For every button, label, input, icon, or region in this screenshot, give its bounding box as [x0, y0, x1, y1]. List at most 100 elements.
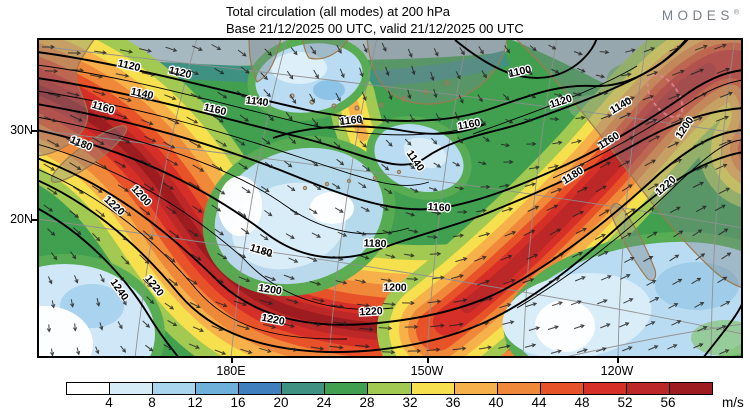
japan: [50, 125, 128, 183]
wind-arrow: [69, 251, 77, 260]
wind-arrow: [547, 325, 560, 330]
wind-arrow: [457, 209, 468, 215]
wind-arrow: [309, 280, 322, 286]
wind-arrow: [595, 185, 607, 193]
wind-arrow: [407, 163, 416, 169]
wind-arrow: [430, 71, 435, 82]
wind-arrow: [600, 114, 612, 120]
wind-arrow: [314, 135, 322, 143]
wind-arrow: [596, 137, 609, 144]
wind-arrow: [187, 277, 198, 285]
wind-arrow: [454, 186, 465, 191]
wind-arrow: [163, 141, 176, 149]
wind-arrow: [667, 141, 680, 148]
wind-arrow: [526, 253, 539, 260]
feature-marker-dashed: [646, 73, 684, 119]
wind-arrow: [285, 111, 293, 121]
wind-arrow: [452, 346, 467, 351]
colorbar-segment: [540, 383, 584, 394]
wind-arrow: [47, 187, 58, 195]
wind-arrow: [551, 301, 563, 307]
colorbar-segment: [325, 383, 369, 394]
wind-arrow: [311, 232, 322, 238]
wind-arrow: [141, 119, 154, 126]
colorbar-segment: [153, 383, 197, 394]
wind-arrow: [646, 71, 659, 77]
wind-arrow: [550, 349, 563, 354]
jet-east: [377, 38, 743, 358]
x-axis-tick: [617, 357, 619, 363]
wind-arrow: [546, 204, 559, 212]
wind-arrow: [669, 206, 681, 214]
wind-arrow: [621, 72, 632, 77]
wind-arrow: [359, 67, 364, 78]
wind-arrow: [332, 183, 341, 189]
wind-arrow: [716, 67, 731, 74]
wind-arrow: [281, 322, 295, 328]
wind-arrow: [669, 45, 682, 52]
wind-arrow: [46, 324, 52, 333]
wind-arrow: [719, 91, 733, 98]
wind-arrow: [168, 229, 180, 239]
wind-arrow: [572, 92, 583, 97]
wind-arrow: [552, 252, 565, 259]
wind-arrow: [66, 92, 80, 97]
wind-arrow: [624, 208, 636, 216]
wind-arrow: [647, 231, 658, 239]
wind-arrow: [238, 162, 249, 170]
wind-arrow: [476, 208, 487, 213]
wind-arrow: [121, 297, 127, 306]
wind-arrow: [259, 347, 272, 353]
wind-arrow: [308, 208, 318, 214]
wind-arrow: [524, 343, 537, 348]
colorbar-tick-label: 32: [402, 395, 418, 408]
wind-arrow: [596, 347, 607, 353]
wind-arrow: [549, 228, 562, 236]
wind-arrow: [192, 164, 205, 172]
wind-arrow: [721, 252, 732, 260]
wind-arrow: [211, 325, 224, 331]
wind-arrow: [673, 230, 684, 238]
wind-arrow: [498, 344, 511, 349]
wind-arrow: [383, 115, 389, 124]
wind-arrow: [240, 348, 253, 354]
colorbar-tick-label: 48: [574, 395, 590, 408]
wind-arrow: [217, 252, 228, 260]
wind-arrow: [214, 228, 225, 236]
wind-arrow: [644, 159, 657, 167]
wind-arrow: [311, 117, 319, 127]
wind-arrow: [714, 204, 726, 212]
wind-arrow: [162, 182, 174, 190]
wind-arrow: [144, 135, 157, 143]
wind-arrow: [117, 184, 129, 192]
wind-arrow: [505, 118, 514, 124]
wind-arrow: [477, 94, 483, 103]
colorbar-segment: [454, 383, 498, 394]
wind-arrow: [115, 73, 130, 78]
colorbar-unit: m/s: [722, 395, 744, 408]
wind-arrow: [168, 70, 181, 76]
wind-arrow: [239, 114, 249, 122]
wind-arrow: [385, 254, 396, 259]
wind-arrow: [70, 68, 85, 73]
wind-arrow: [697, 326, 708, 332]
wind-arrow: [648, 135, 661, 143]
wind-arrow: [453, 298, 468, 303]
contour-label: 1160: [339, 114, 363, 128]
colorbar-tick-label: 16: [230, 395, 246, 408]
wind-arrow: [117, 321, 123, 330]
contour-label: 1160: [457, 117, 482, 133]
chart-title: Total circulation (all modes) at 200 hPa: [226, 4, 451, 19]
wind-arrow: [91, 185, 103, 193]
wind-arrow: [714, 43, 727, 50]
wind-arrow: [478, 161, 487, 166]
wind-arrow: [264, 48, 273, 56]
wind-arrow: [482, 136, 490, 142]
wind-arrow: [695, 44, 708, 51]
colorbar-segment: [239, 383, 283, 394]
colorbar-tick-label: 4: [105, 395, 113, 408]
wind-arrow: [47, 139, 60, 147]
wind-arrow: [262, 323, 276, 329]
wind-arrow: [164, 94, 177, 101]
